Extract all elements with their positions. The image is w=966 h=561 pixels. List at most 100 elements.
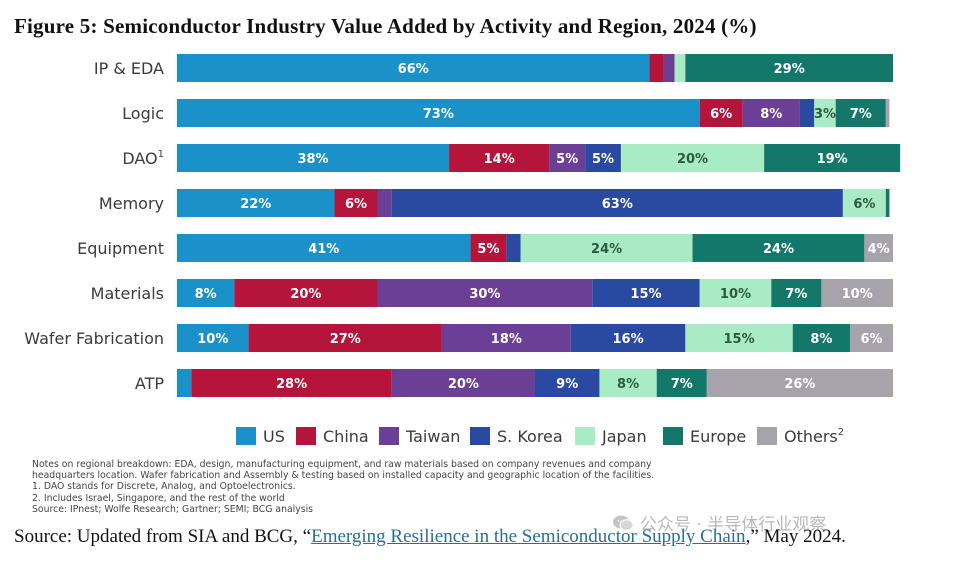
bar-segment-japan — [699, 279, 772, 307]
bar-segment-china — [248, 324, 442, 352]
legend-label: Taiwan — [405, 427, 460, 446]
data-label: 29% — [774, 62, 805, 77]
bar-segment-japan — [814, 99, 836, 127]
category-label: ATP — [135, 374, 164, 393]
note-line: 1. DAO stands for Discrete, Analog, and … — [32, 481, 296, 493]
legend-label: Europe — [690, 427, 746, 446]
bar-segment-us — [177, 324, 249, 352]
bar-segment-taiwan — [377, 189, 392, 217]
bar-segment-europe — [692, 234, 865, 262]
legend-swatch — [296, 427, 316, 445]
wechat-icon — [613, 515, 634, 531]
bar-segment-taiwan — [549, 144, 586, 172]
note-line: 2. Includes Israel, Singapore, and the r… — [32, 492, 285, 504]
note-line: Source: IPnest; Wolfe Research; Gartner;… — [32, 503, 314, 515]
category-label: Equipment — [77, 239, 164, 258]
data-label: 6% — [860, 332, 882, 347]
bar-segment-s-korea — [570, 324, 686, 352]
category-label: IP & EDA — [94, 59, 164, 78]
data-label: 8% — [760, 107, 782, 122]
bar-segment-us — [177, 54, 650, 82]
source-line: Source: Updated from SIA and BCG, “Emerg… — [14, 526, 846, 548]
bar-segment-china — [699, 99, 743, 127]
data-label: 5% — [477, 242, 499, 257]
data-label: 19% — [817, 152, 848, 167]
bar-segment-china — [470, 234, 507, 262]
data-label: 14% — [484, 152, 515, 167]
data-label: 22% — [240, 197, 271, 212]
note-line: headquarters location. Wafer fabrication… — [32, 470, 655, 482]
category-label: Wafer Fabrication — [24, 329, 164, 348]
data-label: 41% — [308, 242, 339, 257]
legend-label: Others2 — [784, 427, 844, 446]
bar-segment-taiwan — [377, 279, 593, 307]
legend-swatch — [757, 427, 777, 445]
bar-segment-japan — [674, 54, 686, 82]
legend-label: US — [263, 427, 285, 446]
data-label: 27% — [330, 332, 361, 347]
report-link[interactable]: Emerging Resilience in the Semiconductor… — [311, 526, 746, 547]
bar-segment-china — [191, 369, 392, 397]
bar-segment-taiwan — [663, 54, 675, 82]
data-label: 38% — [297, 152, 328, 167]
data-label: 73% — [423, 107, 454, 122]
bar-segment-others — [885, 99, 890, 127]
stacked-bar-chart: IP & EDA 66% 29% Logic 73% 6% 8% 3% 7% DAO1 38% 14%… — [24, 54, 901, 446]
bar-segment-japan — [599, 369, 657, 397]
bar-segment-others — [864, 234, 893, 262]
bar-segment-japan — [842, 189, 886, 217]
bar-segment-europe — [792, 324, 851, 352]
bar-segment-s-korea — [592, 279, 700, 307]
bar-segment-japan — [620, 144, 765, 172]
data-label: 7% — [785, 287, 807, 302]
bar-segment-taiwan — [391, 369, 535, 397]
bar-segment-us — [177, 234, 471, 262]
data-label: 20% — [448, 377, 479, 392]
legend-swatch — [663, 427, 683, 445]
data-label: 24% — [591, 242, 622, 257]
data-label: 6% — [345, 197, 367, 212]
data-label: 5% — [556, 152, 578, 167]
data-label: 10% — [842, 287, 873, 302]
data-label: 26% — [784, 377, 815, 392]
bar-segment-china — [234, 279, 378, 307]
bar-segment-europe — [764, 144, 901, 172]
bar-segment-us — [177, 279, 235, 307]
bar-segment-s-korea — [506, 234, 521, 262]
watermark: 公众号 · 半导体行业观察 — [612, 510, 826, 535]
bar-segment-s-korea — [535, 369, 600, 397]
data-label: 15% — [630, 287, 661, 302]
data-label: 8% — [617, 377, 639, 392]
data-label: 6% — [710, 107, 732, 122]
data-label: 10% — [720, 287, 751, 302]
data-label: 8% — [810, 332, 832, 347]
bar-segment-others — [706, 369, 893, 397]
bar-segment-others — [821, 279, 893, 307]
data-label: 7% — [671, 377, 693, 392]
data-label: 5% — [592, 152, 614, 167]
legend-label: S. Korea — [497, 427, 563, 446]
category-label: Memory — [99, 194, 164, 213]
bar-segment-europe — [685, 54, 893, 82]
bar-segment-us — [177, 369, 192, 397]
bar-segment-us — [177, 99, 700, 127]
data-label: 6% — [853, 197, 875, 212]
source-prefix: Source: Updated from SIA and BCG, “ — [14, 526, 312, 547]
bar-segment-s-korea — [799, 99, 815, 127]
note-line: Notes on regional breakdown: EDA, design… — [32, 459, 652, 470]
bar-segment-china — [334, 189, 378, 217]
bar-segment-others — [850, 324, 893, 352]
legend-swatch — [470, 427, 490, 445]
source-suffix: ,” May 2024. — [745, 526, 846, 547]
bar-segment-china — [649, 54, 664, 82]
data-label: 66% — [398, 62, 429, 77]
data-label: 28% — [276, 377, 307, 392]
data-label: 3% — [814, 107, 836, 122]
bar-segment-us — [177, 189, 335, 217]
watermark-text: 公众号 · 半导体行业观察 — [640, 515, 827, 535]
data-label: 20% — [677, 152, 708, 167]
data-label: 8% — [195, 287, 217, 302]
data-label: 30% — [469, 287, 500, 302]
data-label: 16% — [613, 332, 644, 347]
data-label: 15% — [723, 332, 754, 347]
